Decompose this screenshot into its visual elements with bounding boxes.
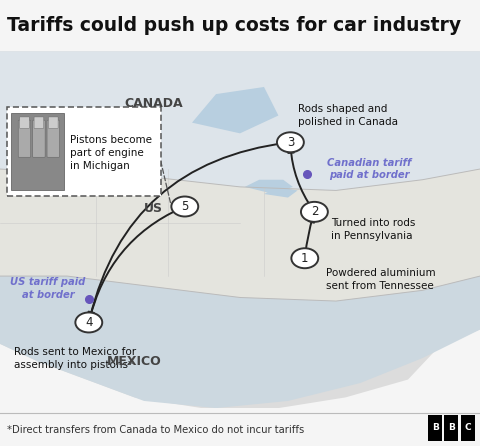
Polygon shape — [245, 180, 293, 194]
FancyBboxPatch shape — [11, 113, 64, 190]
FancyBboxPatch shape — [461, 415, 475, 442]
FancyBboxPatch shape — [48, 117, 58, 128]
FancyArrowPatch shape — [305, 217, 314, 256]
FancyArrowPatch shape — [89, 208, 180, 320]
Text: *Direct transfers from Canada to Mexico do not incur tariffs: *Direct transfers from Canada to Mexico … — [7, 425, 304, 435]
Text: US tariff paid
at border: US tariff paid at border — [11, 277, 85, 300]
Circle shape — [75, 313, 102, 332]
Polygon shape — [0, 51, 480, 190]
Text: US: US — [144, 202, 163, 215]
Circle shape — [291, 248, 318, 268]
Text: B: B — [448, 422, 455, 432]
Text: Rods sent to Mexico for
assembly into pistons*: Rods sent to Mexico for assembly into pi… — [14, 347, 136, 370]
Text: 1: 1 — [301, 252, 309, 265]
FancyBboxPatch shape — [33, 120, 45, 157]
Polygon shape — [365, 276, 384, 330]
FancyArrowPatch shape — [89, 143, 288, 318]
Polygon shape — [0, 51, 480, 408]
Text: 2: 2 — [311, 205, 318, 219]
Text: 5: 5 — [181, 200, 189, 213]
FancyArrowPatch shape — [288, 147, 313, 210]
FancyBboxPatch shape — [20, 117, 29, 128]
FancyBboxPatch shape — [7, 107, 161, 196]
Text: 3: 3 — [287, 136, 294, 149]
Polygon shape — [0, 169, 480, 301]
Polygon shape — [264, 187, 298, 198]
Text: Rods shaped and
polished in Canada: Rods shaped and polished in Canada — [298, 104, 397, 127]
Text: MEXICO: MEXICO — [107, 355, 162, 368]
Polygon shape — [0, 276, 480, 408]
FancyBboxPatch shape — [34, 117, 44, 128]
FancyBboxPatch shape — [444, 415, 458, 442]
FancyBboxPatch shape — [18, 120, 31, 157]
Text: B: B — [432, 422, 439, 432]
Circle shape — [171, 197, 198, 216]
Text: Tariffs could push up costs for car industry: Tariffs could push up costs for car indu… — [7, 16, 461, 35]
Text: CANADA: CANADA — [124, 96, 183, 110]
FancyBboxPatch shape — [428, 415, 442, 442]
Text: Pistons become
part of engine
in Michigan: Pistons become part of engine in Michiga… — [70, 135, 152, 171]
Circle shape — [277, 132, 304, 152]
Polygon shape — [192, 87, 278, 133]
Circle shape — [301, 202, 328, 222]
Text: 4: 4 — [85, 316, 93, 329]
Text: C: C — [465, 422, 471, 432]
FancyBboxPatch shape — [47, 120, 60, 157]
Text: Powdered aluminium
sent from Tennessee: Powdered aluminium sent from Tennessee — [326, 268, 436, 291]
Text: Canadian tariff
paid at border: Canadian tariff paid at border — [327, 157, 412, 181]
Text: Turned into rods
in Pennsylvania: Turned into rods in Pennsylvania — [331, 218, 416, 241]
